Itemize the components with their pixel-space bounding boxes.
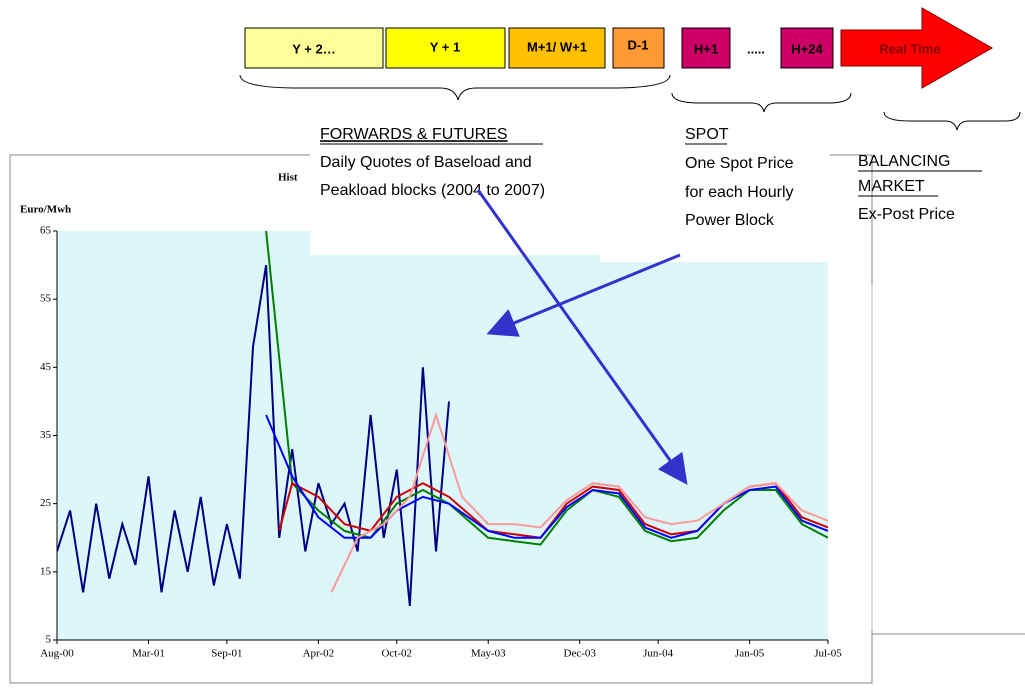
box: [681, 27, 731, 69]
brace: [883, 111, 1021, 131]
y-tick-label: 35: [40, 429, 52, 441]
box: [780, 27, 834, 69]
box: [508, 27, 606, 69]
y-tick-label: 65: [40, 225, 52, 237]
text: Peakload blocks (2004 to 2007): [320, 182, 545, 199]
heading: FORWARDS & FUTURES: [320, 126, 508, 143]
text-box: [600, 250, 830, 262]
x-tick-label: Jun-04: [643, 648, 673, 660]
dots: .....: [747, 41, 765, 56]
text: Ex-Post Price: [858, 206, 955, 223]
box-label: Real Time: [879, 41, 940, 56]
x-tick-label: Dec-03: [564, 648, 597, 660]
text: for each Hourly: [685, 184, 794, 201]
heading: SPOT: [685, 126, 729, 143]
box: [385, 27, 506, 69]
box-label: M+1/ W+1: [527, 39, 587, 54]
brace: [671, 92, 852, 113]
series-line: [57, 264, 450, 606]
y-tick-label: 45: [40, 361, 52, 373]
text: One Spot Price: [685, 155, 794, 172]
box-label: Y + 2…: [292, 41, 335, 56]
brace: [239, 74, 671, 101]
series-line: [330, 411, 828, 593]
box: [244, 27, 384, 69]
x-tick-label: Mar-01: [132, 648, 165, 660]
y-tick-label: 25: [40, 497, 52, 509]
y-tick-label: 15: [40, 565, 52, 577]
series-line: [265, 231, 828, 546]
chart-title: Hist: [278, 172, 298, 184]
y-tick-label: 5: [46, 634, 52, 646]
pointer-arrow: [476, 189, 688, 485]
x-tick-label: Sep-01: [211, 648, 242, 660]
arrow: [840, 7, 994, 89]
box-label: H+1: [694, 41, 718, 56]
y-axis-label: Euro/Mwh: [20, 204, 71, 216]
text: Daily Quotes of Baseload and: [320, 154, 532, 171]
x-tick-label: May-03: [471, 648, 506, 660]
box-label: D-1: [628, 37, 649, 52]
x-tick-label: Jan-05: [735, 648, 765, 660]
x-tick-label: Apr-02: [303, 648, 335, 660]
heading: BALANCING: [858, 153, 950, 170]
pointer-arrow: [486, 253, 681, 337]
text: Power Block: [685, 212, 775, 229]
plot: 5 15 25 35 45 55 65 Aug-00 Mar-01 Sep-01 Apr-02 Oct…: [40, 225, 842, 660]
x-tick-label: Aug-00: [40, 648, 74, 660]
box-label: H+24: [791, 41, 823, 56]
box: [612, 27, 665, 69]
y-tick-label: 55: [40, 293, 52, 305]
box-label: Y + 1: [430, 39, 460, 54]
heading: MARKET: [858, 178, 925, 195]
x-tick-label: Oct-02: [381, 648, 412, 660]
x-tick-label: Jul-05: [814, 648, 842, 660]
